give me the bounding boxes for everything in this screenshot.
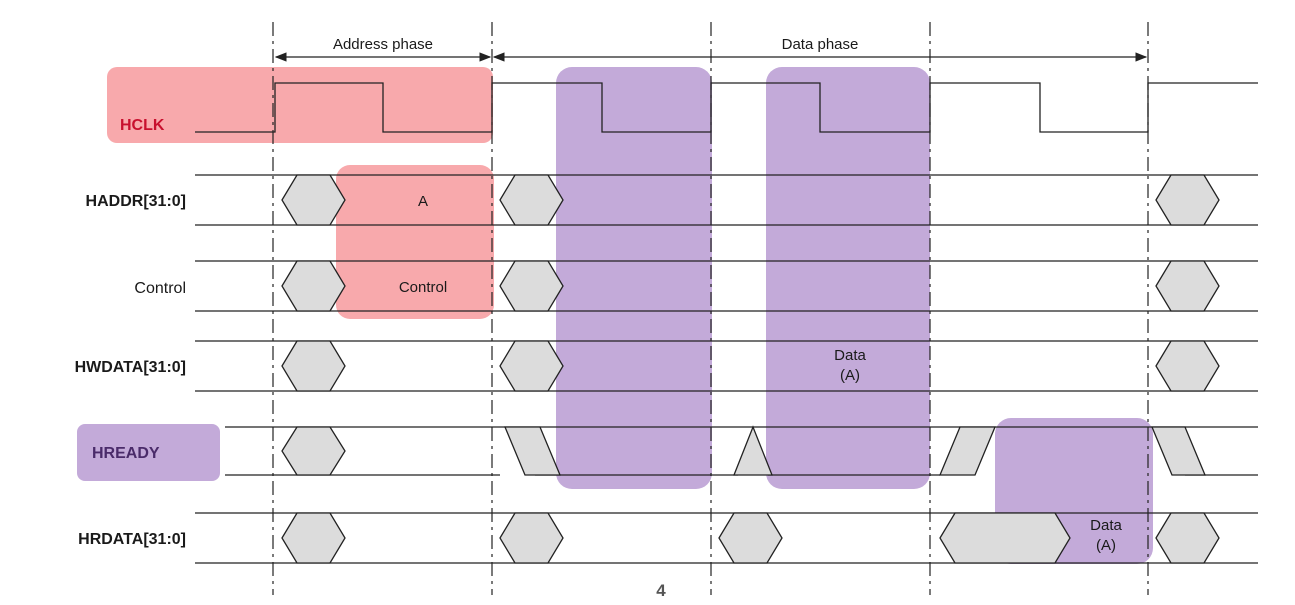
hwdata-value-line2: (A) <box>840 367 860 384</box>
address-phase-highlight-haddr-control <box>336 165 494 319</box>
hwdata-waveform <box>195 340 1258 392</box>
haddr-value: A <box>418 193 428 210</box>
hclk-label: HCLK <box>120 117 165 134</box>
control-label: Control <box>134 280 186 297</box>
haddr-label: HADDR[31:0] <box>86 193 186 210</box>
hrdata-value-line2: (A) <box>1096 537 1116 554</box>
hready-label: HREADY <box>92 445 160 462</box>
hclk-waveform <box>195 82 1258 133</box>
data-phase-highlight-1 <box>556 67 712 489</box>
data-phase-highlight-2 <box>766 67 930 489</box>
hrdata-label: HRDATA[31:0] <box>78 531 186 548</box>
address-phase-highlight-hclk <box>107 67 493 143</box>
hready-highlight <box>77 424 220 481</box>
hwdata-value-line1: Data <box>834 347 866 364</box>
hwdata-label: HWDATA[31:0] <box>75 359 186 376</box>
hrdata-waveform <box>195 512 1258 564</box>
address-phase-label: Address phase <box>333 36 433 53</box>
page-number: 4 <box>656 581 666 600</box>
control-value: Control <box>399 279 447 296</box>
hrdata-value-line1: Data <box>1090 517 1122 534</box>
data-phase-label: Data phase <box>782 36 859 53</box>
control-waveform <box>195 260 1258 312</box>
haddr-waveform <box>195 174 1258 226</box>
hready-waveform <box>225 425 1258 476</box>
